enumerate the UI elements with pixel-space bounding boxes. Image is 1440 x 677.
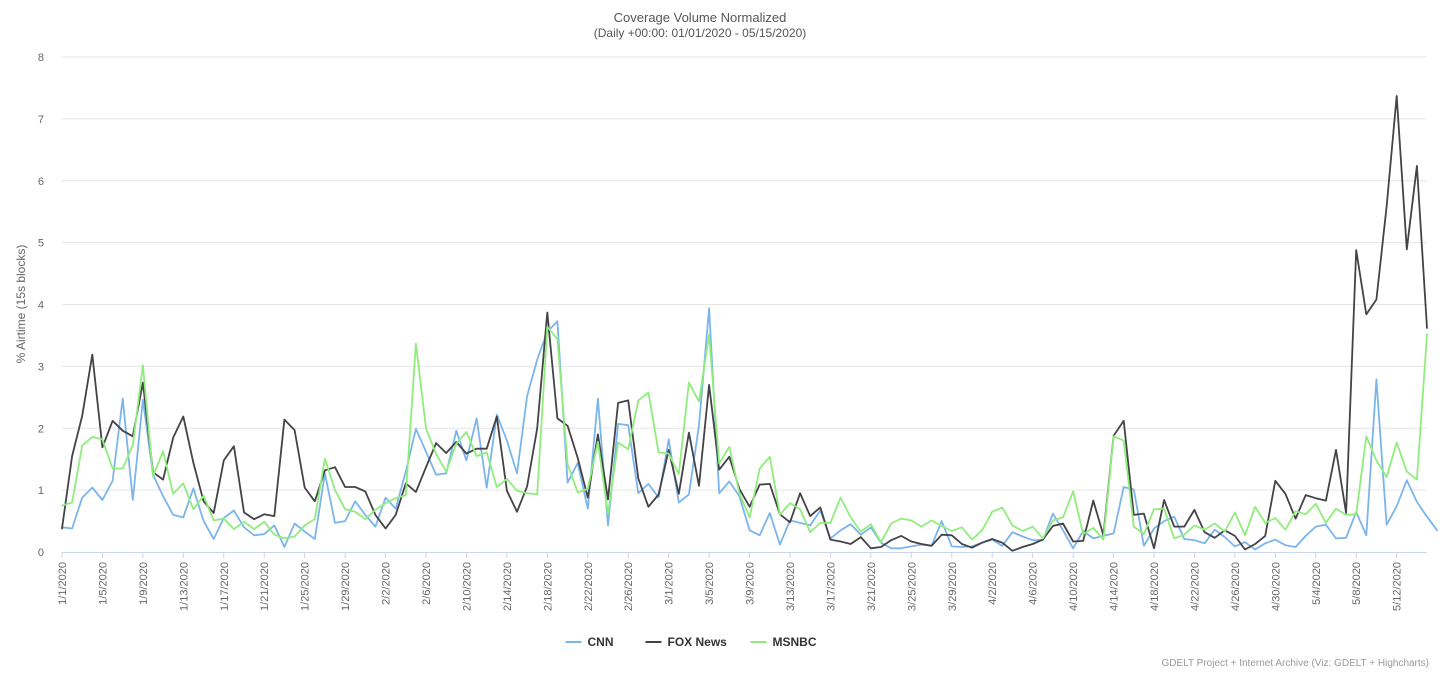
y-tick-label: 2 (38, 423, 44, 435)
x-tick-label: 2/22/2020 (583, 562, 595, 611)
y-tick-label: 6 (38, 176, 44, 188)
y-tick-label: 5 (38, 238, 44, 250)
x-tick-label: 1/5/2020 (97, 562, 109, 605)
y-axis-ticks: 0 1 2 3 4 5 6 7 8 (38, 52, 44, 559)
legend-label: CNN (588, 635, 614, 649)
x-tick-label: 1/17/2020 (219, 562, 231, 611)
chart-subtitle: (Daily +00:00: 01/01/2020 - 05/15/2020) (594, 26, 806, 40)
series-lines (61, 95, 1438, 552)
x-tick-label: 4/2/2020 (987, 562, 999, 605)
x-tick-label: 4/30/2020 (1270, 562, 1282, 611)
x-tick-label: 4/26/2020 (1230, 562, 1242, 611)
y-tick-label: 7 (38, 114, 44, 126)
x-tick-label: 2/26/2020 (623, 562, 635, 611)
x-tick-label: 3/17/2020 (825, 562, 837, 611)
series-line-fox-news[interactable] (61, 95, 1428, 552)
x-tick-label: 5/4/2020 (1311, 562, 1323, 605)
x-tick-label: 4/22/2020 (1189, 562, 1201, 611)
x-tick-label: 4/6/2020 (1028, 562, 1040, 605)
x-tick-label: 1/9/2020 (138, 562, 150, 605)
y-tick-label: 4 (38, 300, 44, 312)
x-tick-label: 2/18/2020 (542, 562, 554, 611)
y-tick-label: 0 (38, 547, 44, 559)
x-tick-label: 3/29/2020 (947, 562, 959, 611)
series-line-msnbc[interactable] (61, 325, 1428, 543)
x-tick-label: 2/6/2020 (421, 562, 433, 605)
x-tick-label: 1/13/2020 (178, 562, 190, 611)
x-tick-label: 3/5/2020 (704, 562, 716, 605)
x-tick-label: 5/8/2020 (1351, 562, 1363, 605)
x-tick-label: 4/14/2020 (1109, 562, 1121, 611)
y-tick-label: 1 (38, 485, 44, 497)
x-tick-label: 2/10/2020 (461, 562, 473, 611)
y-tick-label: 3 (38, 361, 44, 373)
legend-item-fox-news[interactable]: FOX News (645, 635, 728, 649)
x-tick-label: 4/10/2020 (1068, 562, 1080, 611)
series-line-cnn[interactable] (61, 307, 1438, 551)
x-tick-label: 5/12/2020 (1392, 562, 1404, 611)
x-tick-label: 3/21/2020 (866, 562, 878, 611)
chart-credit: GDELT Project + Internet Archive (Viz: G… (1161, 658, 1429, 669)
grid-lines (62, 56, 1427, 491)
x-tick-label: 3/9/2020 (745, 562, 757, 605)
x-tick-label: 2/2/2020 (381, 562, 393, 605)
x-tick-label: 1/1/2020 (57, 562, 69, 605)
y-tick-label: 8 (38, 52, 44, 64)
chart-title: Coverage Volume Normalized (614, 10, 787, 25)
legend-item-msnbc[interactable]: MSNBC (750, 635, 817, 649)
x-tick-label: 1/25/2020 (300, 562, 312, 611)
legend-label: MSNBC (773, 635, 817, 649)
x-tick-label: 3/13/2020 (785, 562, 797, 611)
x-tick-label: 1/21/2020 (259, 562, 271, 611)
legend-label: FOX News (668, 635, 728, 649)
legend: CNN FOX News MSNBC (565, 635, 817, 649)
x-tick-label: 3/1/2020 (664, 562, 676, 605)
x-tick-label: 1/29/2020 (340, 562, 352, 611)
x-tick-label: 2/14/2020 (502, 562, 514, 611)
x-axis: 1/1/2020 1/5/2020 1/9/2020 1/13/2020 1/17/20… (57, 552, 1427, 611)
x-tick-label: 4/18/2020 (1149, 562, 1161, 611)
x-tick-label: 3/25/2020 (906, 562, 918, 611)
y-axis-title: % Airtime (15s blocks) (14, 245, 28, 364)
legend-item-cnn[interactable]: CNN (565, 635, 614, 649)
